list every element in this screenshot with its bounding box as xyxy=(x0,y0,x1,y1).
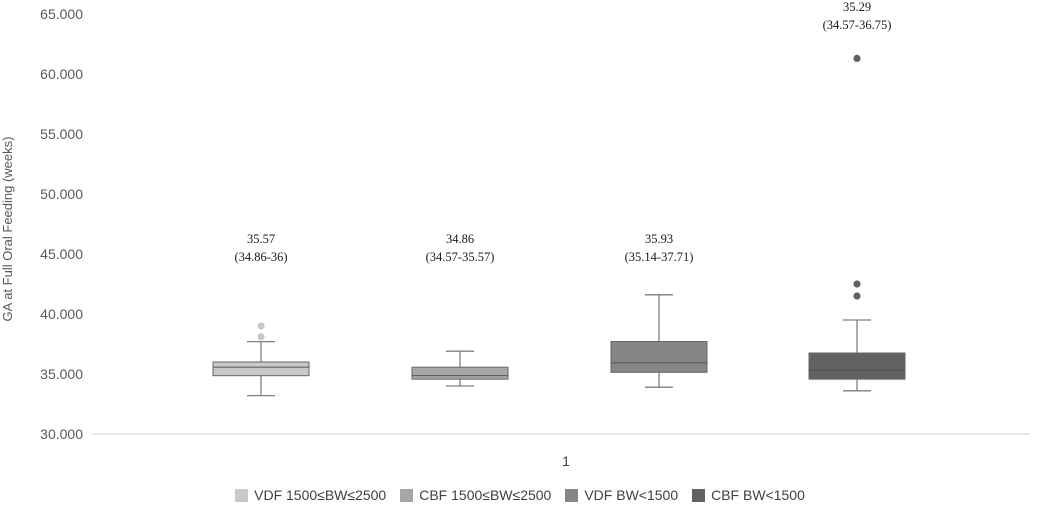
y-tick-label: 65.000 xyxy=(40,6,83,22)
legend-item: VDF BW<1500 xyxy=(565,487,678,503)
box-2: 34.86 (34.57-35.57) xyxy=(411,232,509,387)
y-tick-label: 50.000 xyxy=(40,186,83,202)
y-tick-label: 60.000 xyxy=(40,66,83,82)
box-annotation: (34.57-35.57) xyxy=(426,250,495,264)
legend-item: CBF 1500≤BW≤2500 xyxy=(400,487,551,503)
box-annotation: 35.93 xyxy=(645,232,673,246)
legend-label: VDF 1500≤BW≤2500 xyxy=(254,487,387,503)
box-4: 35.29 (34.57-36.75) xyxy=(808,0,906,392)
box-annotation: (35.14-37.71) xyxy=(625,250,694,264)
box-iqr xyxy=(610,340,708,373)
legend-label: VDF BW<1500 xyxy=(584,487,679,503)
y-tick-label: 55.000 xyxy=(40,126,83,142)
y-tick-label: 40.000 xyxy=(40,306,83,322)
legend-label: CBF 1500≤BW≤2500 xyxy=(419,487,552,503)
outlier-point xyxy=(257,333,265,341)
outlier-point xyxy=(257,322,265,330)
legend-swatch xyxy=(565,488,579,502)
box-iqr xyxy=(808,352,906,380)
legend-label: CBF BW<1500 xyxy=(711,487,805,503)
outlier-point xyxy=(853,54,861,63)
legend-swatch xyxy=(400,488,414,502)
y-tick-label: 45.000 xyxy=(40,246,83,262)
y-axis: 30.000 35.000 40.000 45.000 50.000 55.000 60.0… xyxy=(40,6,83,442)
y-tick-label: 35.000 xyxy=(40,366,83,382)
box-1: 35.57 (34.86-36) xyxy=(212,232,310,397)
y-axis-label: GA at Full Oral Feeding (weeks) xyxy=(0,137,15,322)
legend-item: CBF BW<1500 xyxy=(692,487,805,503)
box-annotation: (34.57-36.75) xyxy=(823,18,892,32)
x-category-label: 1 xyxy=(562,453,570,469)
box-annotation: (34.86-36) xyxy=(234,250,287,264)
box-iqr xyxy=(212,361,310,377)
y-tick-label: 30.000 xyxy=(40,426,83,442)
outlier-point xyxy=(853,292,861,300)
plot-area: 35.57 (34.86-36) 34.86 (34.57-35.57) 35.93 (3… xyxy=(92,0,1030,435)
box-annotation: 35.57 xyxy=(247,232,275,246)
legend: VDF 1500≤BW≤2500 CBF 1500≤BW≤2500 VDF BW<1… xyxy=(0,487,1040,503)
legend-item: VDF 1500≤BW≤2500 xyxy=(235,487,386,503)
box-3: 35.93 (35.14-37.71) xyxy=(610,232,708,388)
box-annotation: 35.29 xyxy=(843,0,871,14)
box-plot-chart: 30.000 35.000 40.000 45.000 50.000 55.000 60.0… xyxy=(0,0,1030,469)
legend-swatch xyxy=(692,488,706,502)
legend-swatch xyxy=(235,488,249,502)
box-annotation: 34.86 xyxy=(446,232,474,246)
outlier-point xyxy=(853,280,861,288)
box-iqr xyxy=(411,366,509,380)
